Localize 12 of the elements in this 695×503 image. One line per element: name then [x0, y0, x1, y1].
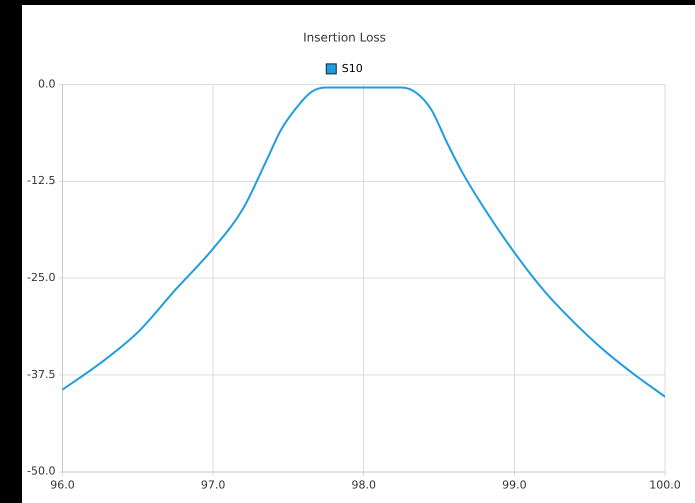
y-tick-label: -12.5 [26, 174, 56, 188]
x-tick-label: 96.0 [50, 478, 75, 492]
x-tick-label: 99.0 [502, 478, 527, 492]
y-tick-label: -50.0 [26, 464, 56, 478]
y-tick-label: 0.0 [38, 77, 56, 90]
legend-label: S10 [342, 62, 363, 75]
y-tick-label: -25.0 [26, 270, 56, 284]
x-tick-label: 98.0 [351, 478, 376, 492]
x-tick-label: 97.0 [200, 478, 226, 492]
chart-title: Insertion Loss [303, 30, 386, 44]
y-tick-label: -37.5 [26, 368, 56, 381]
x-tick-label: 100.0 [649, 478, 681, 492]
